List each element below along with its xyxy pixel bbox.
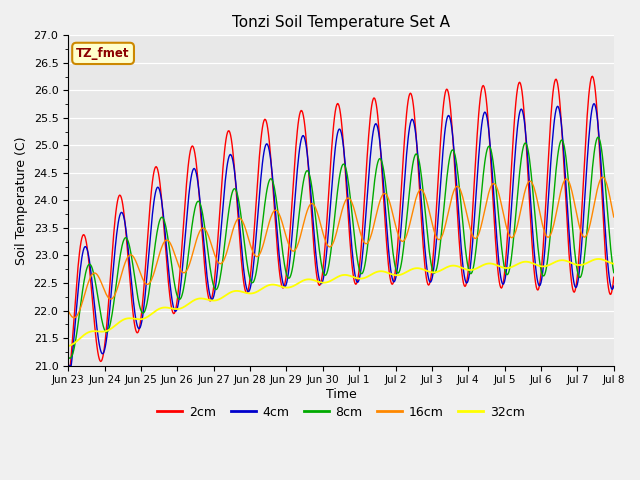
Line: 16cm: 16cm bbox=[68, 177, 614, 318]
16cm bbox=[64, 308, 72, 313]
2cm bbox=[407, 91, 415, 97]
8cm bbox=[610, 270, 618, 276]
16cm bbox=[75, 310, 83, 315]
16cm bbox=[424, 203, 431, 208]
2cm bbox=[214, 228, 222, 234]
32cm bbox=[74, 337, 82, 343]
32cm bbox=[131, 316, 138, 322]
Text: TZ_fmet: TZ_fmet bbox=[76, 47, 130, 60]
2cm bbox=[423, 279, 431, 285]
4cm bbox=[74, 288, 82, 294]
16cm bbox=[610, 214, 618, 220]
2cm bbox=[131, 319, 138, 325]
Line: 8cm: 8cm bbox=[68, 137, 614, 358]
4cm bbox=[214, 257, 222, 263]
32cm bbox=[407, 267, 415, 273]
4cm bbox=[610, 283, 618, 289]
2cm bbox=[74, 264, 82, 270]
2cm bbox=[589, 73, 596, 79]
8cm bbox=[66, 355, 74, 361]
8cm bbox=[424, 236, 431, 241]
16cm bbox=[215, 260, 223, 266]
4cm bbox=[131, 305, 138, 311]
8cm bbox=[131, 276, 139, 282]
4cm bbox=[407, 118, 415, 123]
8cm bbox=[594, 134, 602, 140]
Y-axis label: Soil Temperature (C): Soil Temperature (C) bbox=[15, 136, 28, 264]
16cm bbox=[598, 174, 606, 180]
2cm bbox=[186, 152, 193, 158]
16cm bbox=[70, 315, 78, 321]
16cm bbox=[186, 259, 194, 264]
Line: 2cm: 2cm bbox=[68, 76, 614, 366]
32cm bbox=[186, 300, 193, 306]
Line: 32cm: 32cm bbox=[68, 259, 614, 346]
32cm bbox=[214, 297, 222, 302]
8cm bbox=[186, 236, 194, 241]
4cm bbox=[423, 267, 431, 273]
X-axis label: Time: Time bbox=[326, 388, 356, 401]
4cm bbox=[186, 186, 193, 192]
16cm bbox=[408, 212, 416, 218]
8cm bbox=[75, 316, 83, 322]
32cm bbox=[595, 256, 602, 262]
4cm bbox=[64, 363, 72, 369]
32cm bbox=[423, 268, 431, 274]
32cm bbox=[64, 343, 72, 349]
Title: Tonzi Soil Temperature Set A: Tonzi Soil Temperature Set A bbox=[232, 15, 450, 30]
8cm bbox=[64, 354, 72, 360]
16cm bbox=[131, 256, 139, 262]
8cm bbox=[408, 167, 416, 173]
Line: 4cm: 4cm bbox=[68, 104, 614, 366]
4cm bbox=[590, 101, 598, 107]
2cm bbox=[610, 275, 618, 280]
2cm bbox=[64, 363, 72, 369]
32cm bbox=[610, 261, 618, 266]
8cm bbox=[215, 280, 223, 286]
Legend: 2cm, 4cm, 8cm, 16cm, 32cm: 2cm, 4cm, 8cm, 16cm, 32cm bbox=[152, 401, 529, 424]
